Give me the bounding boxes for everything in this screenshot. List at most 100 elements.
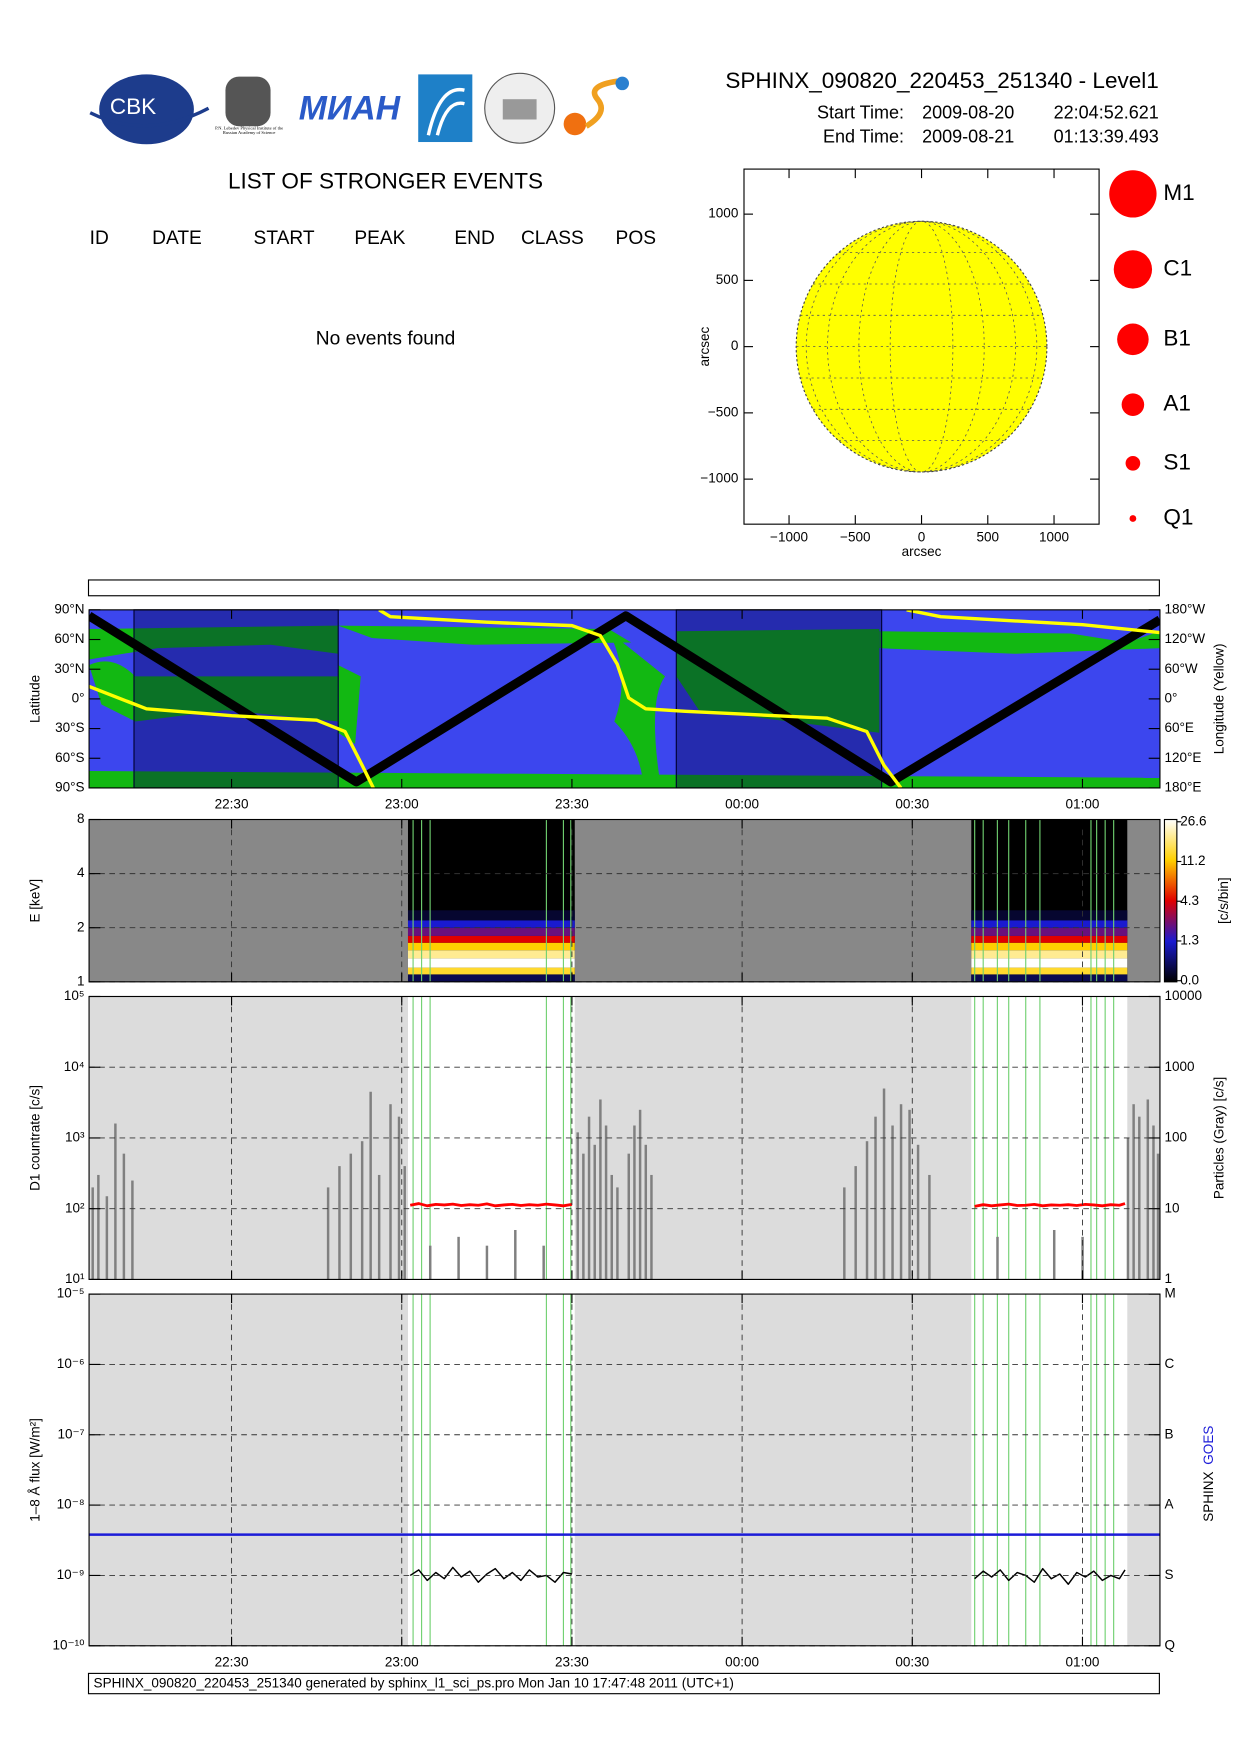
footer-text: SPHINX_090820_220453_251340 generated by… (94, 1676, 734, 1691)
plot-frame (88, 609, 1161, 789)
particle-bar (91, 1187, 94, 1280)
plot-frame (88, 818, 1161, 983)
start-label: Start Time: (817, 103, 904, 123)
footer-box (87, 1672, 1160, 1695)
particle-bar (97, 1174, 100, 1280)
spectrum-cell (971, 942, 1128, 951)
column-header: DATE (152, 228, 202, 249)
legend-marker (1129, 515, 1137, 522)
colorbar-label: [c/s/bin] (1216, 877, 1231, 924)
spectrum-cell (971, 927, 1128, 936)
legend-label: A1 (1163, 391, 1191, 416)
x-tick-label: 23:30 (555, 1654, 589, 1669)
y2-tick-label: 180°E (1164, 780, 1201, 795)
particle-bar (627, 1153, 631, 1280)
y-tick-label: −1000 (700, 471, 738, 486)
y-tick-label: 10⁻⁶ (57, 1356, 85, 1371)
particle-bar (1132, 1104, 1135, 1280)
sun-grid (796, 220, 1047, 473)
sun-meridian (889, 220, 954, 473)
y2-tick-label: A (1164, 1497, 1173, 1512)
particle-bar (1146, 1099, 1150, 1280)
x-tick-label: 22:30 (215, 1654, 249, 1669)
y-axis-label: Latitude (28, 675, 43, 723)
particle-bar (1152, 1125, 1155, 1280)
x-tick-label: 23:00 (385, 1654, 419, 1669)
page-title: SPHINX_090820_220453_251340 - Level1 (725, 68, 1158, 93)
lebedev-caption: P.N. Lebedev Physical Institute of the R… (215, 126, 283, 134)
sun-meridian (827, 220, 1016, 473)
y2-tick-label: 60°W (1164, 661, 1197, 676)
y-tick-label: 1000 (708, 206, 738, 221)
earth-logo (615, 76, 630, 91)
series-line (89, 611, 1160, 787)
no-data-region (574, 1294, 972, 1646)
x-tick-label: 01:00 (1066, 796, 1100, 811)
legend-label: GOES (1201, 1426, 1216, 1465)
y2-tick-label: 0° (1164, 690, 1177, 705)
x-tick-label: −500 (840, 529, 870, 544)
x-tick-label: 23:30 (555, 796, 589, 811)
sun-meridian (805, 220, 1038, 473)
particle-bar (928, 1174, 931, 1280)
particle-bar (1081, 1236, 1084, 1280)
particle-bar (122, 1153, 126, 1280)
eclipse-shade (133, 609, 339, 789)
y-tick-label: 4 (77, 865, 85, 880)
legend-label: S1 (1163, 449, 1191, 474)
particle-bar (360, 1141, 364, 1280)
particle-bar (349, 1153, 353, 1280)
y2-tick-label: 180°W (1164, 601, 1205, 616)
y-tick-label: 10⁻⁸ (57, 1497, 85, 1512)
y-tick-label: 60°S (55, 750, 84, 765)
particle-bar (891, 1125, 894, 1280)
x-tick-label: 00:30 (895, 1654, 929, 1669)
y2-tick-label: S (1164, 1567, 1173, 1582)
column-header: CLASS (521, 228, 584, 249)
x-tick-label: 00:30 (895, 796, 929, 811)
y-tick-label: 10³ (65, 1130, 85, 1145)
y2-tick-label: 1 (1164, 1271, 1172, 1286)
legend-label: SPHINX (1201, 1471, 1216, 1521)
particle-bar (1138, 1116, 1141, 1280)
particle-bar (326, 1187, 330, 1280)
y2-tick-label: 1000 (1164, 1059, 1194, 1074)
y2-tick-label: 10000 (1164, 988, 1202, 1003)
y-tick-label: 2 (77, 919, 85, 934)
particle-bar (369, 1091, 372, 1280)
particle-bar (644, 1144, 648, 1280)
y-tick-label: 10⁵ (64, 988, 85, 1003)
y-tick-label: 10⁴ (64, 1059, 85, 1074)
column-header: END (454, 228, 494, 249)
particle-bar (1156, 1153, 1160, 1280)
x-tick-label: −1000 (770, 529, 808, 544)
particle-bar (587, 1116, 591, 1280)
y-tick-label: 90°S (55, 780, 84, 795)
colorbar-tick-label: 4.3 (1180, 893, 1199, 908)
particle-bar (882, 1088, 886, 1280)
particle-bar (485, 1245, 489, 1280)
particle-bar (576, 1132, 579, 1280)
series-line (409, 1202, 1126, 1208)
y-tick-label: 500 (716, 272, 739, 287)
column-header: POS (616, 228, 656, 249)
events-title: LIST OF STRONGER EVENTS (228, 169, 543, 194)
sun-logo (563, 112, 587, 136)
y-tick-label: 8 (77, 811, 85, 826)
y2-axis-label: Longitude (Yellow) (1211, 644, 1226, 755)
particle-bar (514, 1229, 517, 1280)
no-data-region (89, 1294, 408, 1646)
y-tick-label: −500 (708, 404, 738, 419)
colorbar-tick-label: 11.2 (1180, 853, 1205, 868)
particle-bar (633, 1125, 636, 1280)
x-tick-label: 1000 (1039, 529, 1069, 544)
particle-bar (899, 1104, 903, 1280)
particle-bar (854, 1166, 857, 1280)
particle-bar (604, 1125, 608, 1280)
spectrum-cell (971, 935, 1128, 943)
x-tick-label: 00:00 (725, 1654, 759, 1669)
particle-bar (428, 1245, 432, 1280)
particle-bar (599, 1099, 602, 1280)
particle-bar (542, 1245, 545, 1280)
legend-label: B1 (1163, 325, 1191, 350)
